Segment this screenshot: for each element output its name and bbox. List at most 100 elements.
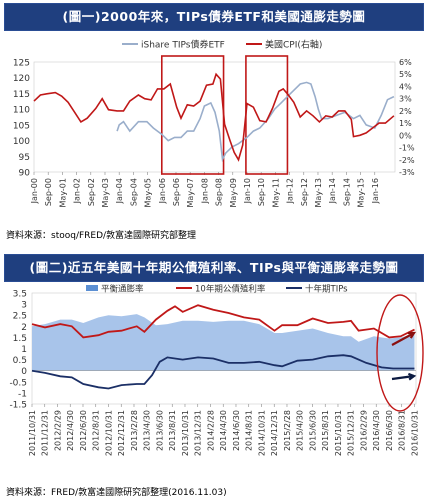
chart2-x-tick-label: 2013/4/30 <box>143 410 152 451</box>
chart2-x-tick-label: 2015/6/30 <box>308 410 317 451</box>
chart1-x-tick-label: May-15 <box>357 178 366 207</box>
chart2-y-tick-label: -1.5 <box>9 401 27 411</box>
chart2-x-tick-label: 2016/4/30 <box>372 410 381 451</box>
chart2-x-tick-label: 2016/10/31 <box>410 410 419 456</box>
chart1-x-tick-label: Jan-12 <box>286 178 295 204</box>
chart2-x-tick-label: 2016/6/30 <box>385 410 394 451</box>
chart1-legend-label-cpi: 美國CPI(右軸) <box>265 39 322 51</box>
chart2-y-tick-label: 0 <box>21 367 27 377</box>
chart1-left-tick-label: 125 <box>13 59 30 69</box>
chart1-plot-area <box>33 61 396 173</box>
chart1-source: 資料來源：stooq/FRED/敦富達國際研究部整理 <box>6 231 197 241</box>
chart2-y-tick-label: 0.5 <box>13 356 27 366</box>
chart2-y-tick-label: 1.5 <box>13 334 27 344</box>
chart2-y-tick-label: 2 <box>21 323 27 333</box>
chart2-x-tick-label: 2012/2/29 <box>53 410 62 451</box>
chart2-x-tick-label: 2015/8/31 <box>321 410 330 451</box>
chart1-x-tick-label: Sep-14 <box>342 178 351 206</box>
chart1-left-tick-label: 95 <box>19 153 30 163</box>
chart2-x-tick-label: 2013/10/31 <box>181 410 190 456</box>
chart2-annotation-arrow-red-head <box>407 331 417 339</box>
chart2-x-tick-label: 2012/12/31 <box>117 410 126 456</box>
chart2-x-tick-label: 2011/10/31 <box>28 410 37 456</box>
chart2-legend-label-breakeven: 平衡通膨率 <box>101 284 144 295</box>
chart2-x-tick-label: 2012/10/31 <box>104 410 113 456</box>
chart2-x-tick-label: 2011/12/31 <box>41 410 50 456</box>
chart1-x-tick-label: Jan-00 <box>30 178 39 204</box>
chart2-legend-label-tips: 十年期TIPs <box>305 284 348 295</box>
chart1-right-tick-label: 1% <box>399 119 412 128</box>
chart2-title: (圖二)近五年美國十年期公債殖利率、TIPs與平衡通膨率走勢圖 <box>4 254 424 282</box>
chart2-x-tick-label: 2014/12/31 <box>270 410 279 456</box>
chart2-x-tick-label: 2012/8/31 <box>92 410 101 451</box>
chart1-right-tick-label: -1% <box>399 144 415 153</box>
chart1-x-tick-label: Jan-08 <box>200 178 209 204</box>
chart2-x-tick-label: 2015/12/31 <box>347 410 356 456</box>
chart1-x-tick-label: Sep-04 <box>129 178 138 206</box>
chart1-highlight-box <box>245 55 289 175</box>
chart2-y-tick-label: -0.5 <box>9 378 27 388</box>
chart1-legend-label-etf: iShare TIPs債券ETF <box>141 39 225 51</box>
chart1-left-tick-label: 110 <box>13 106 30 116</box>
chart1-left-tick-label: 105 <box>13 121 30 131</box>
chart1-x-tick-label: Jan-10 <box>243 178 252 204</box>
chart1-series-etf-line <box>116 81 395 163</box>
chart2-series-tips-line <box>31 354 415 390</box>
chart2-x-tick-label: 2012/6/30 <box>79 410 88 451</box>
chart2-x-tick-label: 2014/6/30 <box>232 410 241 451</box>
chart2-legend-label-10y: 10年期公債殖利率 <box>195 284 266 295</box>
chart1-x-tick-label: May-13 <box>314 178 323 207</box>
chart2-annotation-ellipse <box>376 294 424 412</box>
chart1-highlight-box <box>160 55 225 175</box>
chart2-x-tick-label: 2013/2/28 <box>130 410 139 451</box>
chart1-left-tick-label: 90 <box>19 169 31 179</box>
chart1-right-tick-label: -3% <box>399 168 415 177</box>
chart2-x-tick-label: 2015/2/28 <box>283 410 292 451</box>
chart2-x-tick-label: 2014/4/30 <box>219 410 228 451</box>
chart1-x-tick-label: Sep-02 <box>87 178 96 206</box>
chart1-right-tick-label: 4% <box>399 82 412 91</box>
chart1-x-tick-label: May-07 <box>186 178 195 207</box>
chart1-left-tick-label: 120 <box>13 74 30 84</box>
chart2-y-tick-label: 2.5 <box>13 312 27 322</box>
chart2-x-tick-label: 2012/4/30 <box>66 410 75 451</box>
chart2-annotation-arrow-dark <box>391 374 415 381</box>
chart1-x-tick-label: Sep-12 <box>300 178 309 206</box>
chart1-plot: 90 95 100 105 110 115 120 125 6% 5% 4% 3% 2% 1% 0% -1% -… <box>13 39 415 208</box>
chart1-left-tick-label: 115 <box>13 90 30 100</box>
chart2-legend-swatch-breakeven <box>86 285 98 291</box>
chart2-source: 資料來源：FRED/敦富達國際研究部整理(2016.11.03) <box>6 488 227 498</box>
chart1-right-tick-label: 5% <box>399 70 412 79</box>
chart2-y-tick-label: 3.5 <box>13 290 27 300</box>
chart1-right-tick-label: 6% <box>399 58 412 67</box>
chart1-right-tick-label: -2% <box>399 156 415 165</box>
chart1-x-tick-label: Jan-04 <box>115 178 124 204</box>
chart1-x-tick-label: Jan-06 <box>158 178 167 204</box>
chart2-series-10y-yield-line <box>31 304 415 339</box>
chart1-x-tick-label: Sep-08 <box>215 178 224 206</box>
chart2-y-tick-label: -1 <box>18 389 27 399</box>
chart1-x-tick-label: Sep-00 <box>44 178 53 206</box>
chart1-x-tick-label: May-09 <box>229 178 238 207</box>
chart1-x-tick-label: May-03 <box>101 178 110 207</box>
chart1-x-tick-label: May-11 <box>271 178 280 207</box>
chart1-x-tick-label: Jan-02 <box>73 178 82 204</box>
chart2-x-tick-label: 2014/10/31 <box>257 410 266 456</box>
chart1-x-tick-label: Jan-14 <box>328 178 337 204</box>
chart1-title: (圖一)2000年來，TIPs債券ETF和美國通膨走勢圖 <box>4 3 424 31</box>
chart1-right-tick-label: 0% <box>399 131 412 140</box>
chart2-annotation-arrow-dark-head <box>408 372 417 381</box>
chart2-x-tick-label: 2014/8/31 <box>245 410 254 451</box>
chart1-x-tick-label: Sep-10 <box>257 178 266 206</box>
chart1-right-tick-label: 2% <box>399 107 412 116</box>
chart2-y-tick-label: 1 <box>21 345 27 355</box>
chart2-x-tick-label: 2016/8/31 <box>398 410 407 451</box>
chart2-x-tick-label: 2014/2/28 <box>206 410 215 451</box>
chart2-x-tick-label: 2013/8/31 <box>168 410 177 451</box>
chart1-x-tick-label: May-01 <box>58 178 67 207</box>
chart1-left-tick-label: 100 <box>13 137 30 147</box>
chart2-annotation-arrow-red <box>391 332 415 346</box>
chart2-x-tick-label: 2013/12/31 <box>194 410 203 456</box>
chart1-x-tick-label: Jan-16 <box>371 178 380 204</box>
chart2-x-tick-label: 2015/10/31 <box>334 410 343 456</box>
